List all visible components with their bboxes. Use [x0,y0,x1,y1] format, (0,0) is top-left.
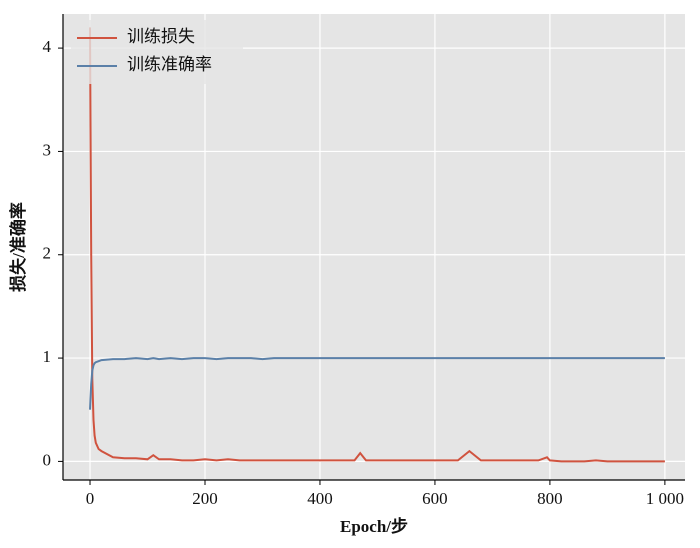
x-tick-label: 0 [86,489,95,508]
x-tick-label: 800 [537,489,563,508]
x-tick-label: 400 [307,489,333,508]
legend-box [71,20,243,84]
x-tick-label: 200 [192,489,218,508]
y-tick-label: 1 [43,347,52,366]
lines [89,27,665,463]
y-tick-label: 0 [43,450,52,469]
plot-area [63,14,685,480]
y-axis-label: 损失/准确率 [8,202,28,292]
legend-label: 训练损失 [127,27,195,46]
series-line [89,357,665,410]
y-tick-label: 3 [43,140,52,159]
x-axis-label: Epoch/步 [340,516,408,536]
legend-label: 训练准确率 [127,55,212,74]
series-line [89,27,665,463]
y-tick-label: 2 [43,244,52,263]
x-tick-label: 1 000 [646,489,684,508]
y-tick-label: 4 [43,37,52,56]
x-tick-label: 600 [422,489,448,508]
